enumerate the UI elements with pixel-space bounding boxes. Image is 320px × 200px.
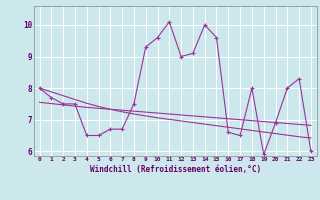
X-axis label: Windchill (Refroidissement éolien,°C): Windchill (Refroidissement éolien,°C) [90, 165, 261, 174]
